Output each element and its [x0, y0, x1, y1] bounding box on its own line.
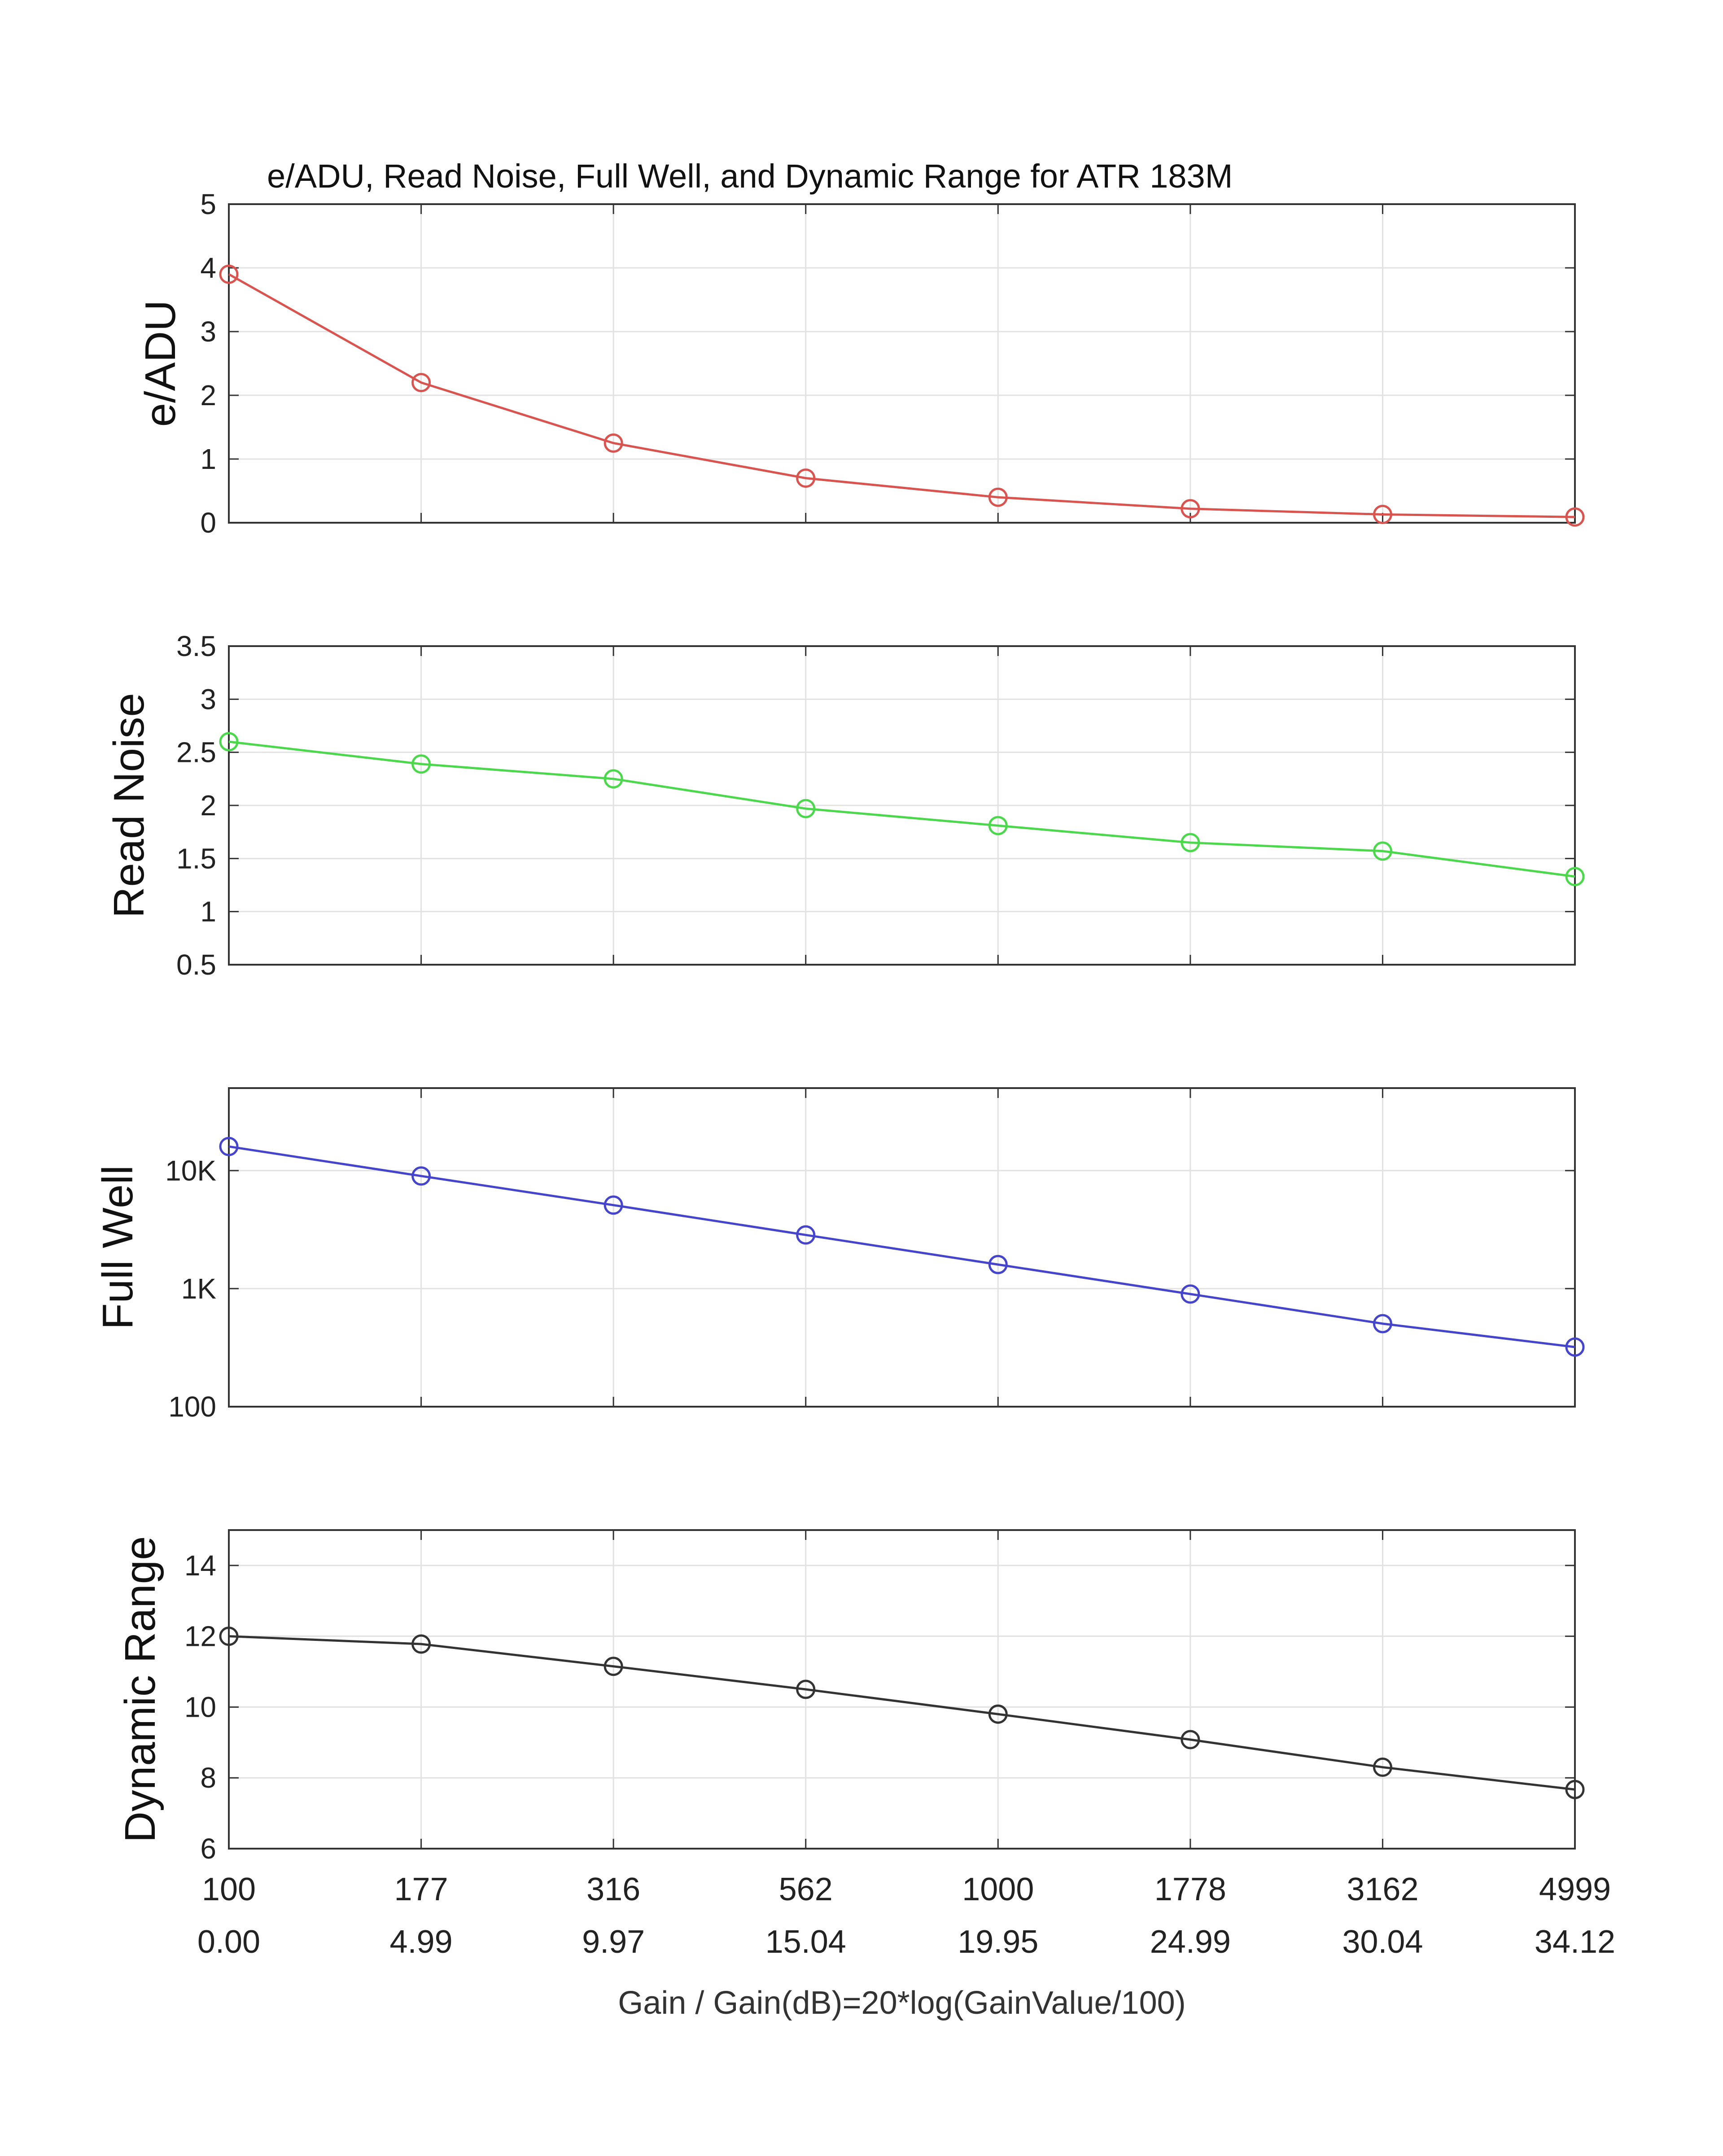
data-point-dynamicrange [219, 1627, 239, 1646]
y-tick-label: 12 [184, 1620, 216, 1653]
data-point-dynamicrange [796, 1679, 816, 1699]
data-point-dynamicrange [988, 1704, 1008, 1724]
data-point-dynamicrange [1181, 1730, 1200, 1749]
x-tick-label: 3162 [1347, 1872, 1418, 1907]
x-db-label: 19.95 [958, 1924, 1038, 1960]
data-point-dynamicrange [411, 1634, 431, 1654]
data-point-eadu [988, 487, 1008, 507]
x-tick-label: 1000 [962, 1872, 1034, 1907]
y-tick-label: 6 [200, 1832, 216, 1865]
y-tick-label: 1K [181, 1273, 216, 1305]
panel-dynamicrange: 6 8 10 12 14 Dynamic Range [116, 1529, 1585, 1865]
series-line-readnoise [228, 740, 1575, 878]
x-tick-label: 100 [202, 1872, 256, 1907]
plot-frame [228, 203, 1576, 524]
data-point-readnoise [1565, 867, 1585, 887]
y-tick-label: 10K [165, 1155, 216, 1187]
x-tick-label: 562 [779, 1872, 833, 1907]
data-point-fullwell [411, 1166, 431, 1186]
y-axis-label-dynamicrange: Dynamic Range [116, 1536, 164, 1843]
y-tick-label: 3 [200, 683, 216, 715]
x-db-label: 9.97 [582, 1924, 645, 1960]
x-axis-label: Gain / Gain(dB)=20*log(GainValue/100) [618, 1985, 1185, 2021]
data-point-eadu [1565, 507, 1585, 527]
y-axis-label-eadu: e/ADU [136, 300, 184, 427]
x-tick-label: 4999 [1539, 1872, 1611, 1907]
chart-title: e/ADU, Read Noise, Full Well, and Dynami… [267, 157, 1233, 195]
data-point-dynamicrange [1565, 1780, 1585, 1799]
plot-frame [228, 645, 1576, 966]
panel-eadu: 0 1 2 3 4 5 e/ADU [136, 188, 1585, 539]
y-tick-label: 1 [200, 896, 216, 928]
y-tick-label: 8 [200, 1762, 216, 1794]
series-line-dynamicrange [228, 1635, 1575, 1791]
x-tick-label: 1778 [1154, 1872, 1226, 1907]
data-point-readnoise [988, 816, 1008, 835]
y-tick-label: 10 [184, 1691, 216, 1723]
shared-x-axis: 100 0.00 177 4.99 316 9.97 562 15.04 1000 19.95 17… [197, 1872, 1615, 1960]
panel-readnoise: 0.5 1 1.5 2 2.5 3 3.5 Read Noise [105, 630, 1585, 981]
y-tick-label: 100 [168, 1391, 216, 1423]
panel-fullwell: 100 1K 10K Full Well [94, 1087, 1585, 1423]
plot-frame [228, 1529, 1576, 1850]
plot-area [229, 204, 1575, 523]
plot-area [229, 1088, 1575, 1407]
data-point-eadu [219, 264, 239, 284]
x-tick-label: 177 [394, 1872, 448, 1907]
x-db-label: 0.00 [197, 1924, 260, 1960]
y-tick-label: 1.5 [176, 842, 216, 875]
data-point-dynamicrange [603, 1657, 623, 1676]
y-tick-label: 3.5 [176, 630, 216, 662]
data-point-readnoise [411, 754, 431, 774]
data-point-eadu [1373, 505, 1392, 525]
data-point-fullwell [603, 1195, 623, 1215]
y-tick-label: 0.5 [176, 949, 216, 981]
x-db-label: 30.04 [1342, 1924, 1423, 1960]
y-axis-label-fullwell: Full Well [94, 1165, 142, 1329]
data-point-eadu [603, 433, 623, 453]
data-point-readnoise [603, 769, 623, 789]
data-point-eadu [796, 468, 816, 488]
y-tick-label: 2 [200, 379, 216, 411]
data-point-fullwell [796, 1225, 816, 1245]
data-point-fullwell [1565, 1337, 1585, 1357]
y-tick-label: 2 [200, 789, 216, 822]
y-tick-label: 4 [200, 252, 216, 284]
series-line-fullwell [228, 1145, 1575, 1348]
y-tick-label: 2.5 [176, 736, 216, 769]
y-tick-label: 14 [184, 1549, 216, 1582]
data-point-fullwell [988, 1255, 1008, 1274]
x-db-label: 15.04 [765, 1924, 846, 1960]
data-point-fullwell [219, 1137, 239, 1156]
series-line-eadu [228, 273, 1575, 518]
x-db-label: 4.99 [390, 1924, 453, 1960]
data-point-eadu [411, 373, 431, 393]
data-point-readnoise [1373, 841, 1392, 861]
data-point-readnoise [219, 732, 239, 752]
data-point-eadu [1181, 499, 1200, 519]
data-point-readnoise [796, 799, 816, 818]
data-point-fullwell [1181, 1284, 1200, 1304]
plot-area [229, 1530, 1575, 1849]
plot-frame [228, 1087, 1576, 1408]
y-tick-label: 0 [200, 507, 216, 539]
data-point-fullwell [1373, 1314, 1392, 1334]
y-tick-label: 5 [200, 188, 216, 220]
y-axis-label-readnoise: Read Noise [105, 693, 153, 918]
y-tick-label: 1 [200, 443, 216, 475]
data-point-readnoise [1181, 833, 1200, 853]
x-db-label: 34.12 [1535, 1924, 1615, 1960]
x-db-label: 24.99 [1150, 1924, 1231, 1960]
y-tick-label: 3 [200, 315, 216, 348]
data-point-dynamicrange [1373, 1758, 1392, 1777]
x-tick-label: 316 [586, 1872, 640, 1907]
